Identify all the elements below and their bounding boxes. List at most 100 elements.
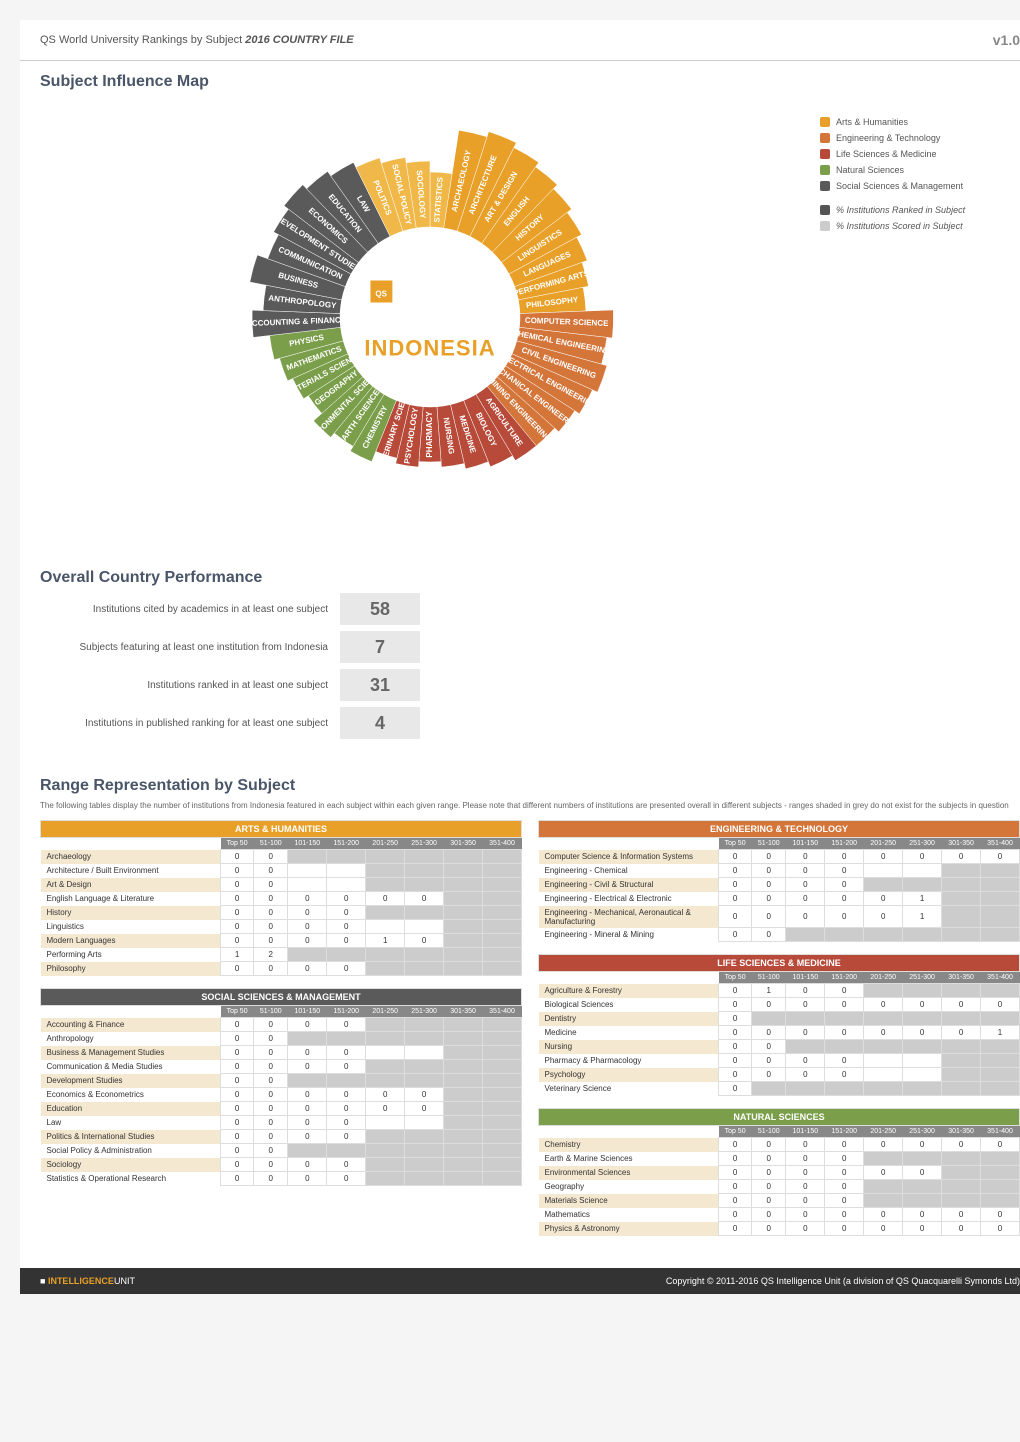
range-tables: ARTS & HUMANITIESTop 5051-100101-150151-…: [20, 820, 1020, 1268]
data-cell: 0: [221, 1060, 254, 1074]
col-header: 151-200: [327, 838, 366, 850]
data-cell: [942, 984, 981, 998]
data-cell: 0: [719, 878, 752, 892]
data-cell: 0: [327, 934, 366, 948]
data-cell: [483, 878, 522, 892]
row-label: Earth & Marine Sciences: [539, 1152, 719, 1166]
svg-text:WORLD: WORLD: [396, 280, 426, 289]
col-header: 101-150: [786, 838, 825, 850]
data-cell: [405, 1060, 444, 1074]
data-cell: [483, 934, 522, 948]
data-cell: 0: [825, 864, 864, 878]
data-cell: [942, 1054, 981, 1068]
col-header: 351-400: [981, 972, 1020, 984]
data-cell: 0: [221, 1088, 254, 1102]
row-label: Archaeology: [41, 850, 221, 864]
data-cell: [366, 1158, 405, 1172]
data-cell: [864, 928, 903, 942]
data-cell: 0: [825, 1068, 864, 1082]
row-label: Medicine: [539, 1026, 719, 1040]
data-cell: 0: [825, 850, 864, 864]
data-cell: 0: [786, 1026, 825, 1040]
row-label: Art & Design: [41, 878, 221, 892]
col-header: 301-350: [444, 838, 483, 850]
category-header: NATURAL SCIENCES: [539, 1109, 1020, 1126]
data-cell: [981, 1054, 1020, 1068]
country-name: INDONESIA: [364, 336, 495, 362]
data-cell: 0: [786, 1054, 825, 1068]
data-cell: 0: [864, 998, 903, 1012]
row-label: Development Studies: [41, 1074, 221, 1088]
data-cell: [444, 1018, 483, 1032]
performance-title: Overall Country Performance: [20, 557, 1020, 593]
data-cell: 0: [786, 1152, 825, 1166]
data-cell: [444, 1144, 483, 1158]
row-label: Engineering - Mechanical, Aeronautical &…: [539, 906, 719, 928]
row-label: Materials Science: [539, 1194, 719, 1208]
data-cell: [483, 1144, 522, 1158]
data-cell: [444, 892, 483, 906]
data-cell: [786, 1040, 825, 1054]
data-cell: 0: [752, 1026, 786, 1040]
col-header: 351-400: [981, 838, 1020, 850]
row-label: Statistics & Operational Research: [41, 1172, 221, 1186]
data-cell: [444, 1130, 483, 1144]
data-cell: [444, 948, 483, 962]
data-cell: 0: [719, 1012, 752, 1026]
data-cell: 0: [405, 1102, 444, 1116]
data-cell: 0: [942, 1138, 981, 1152]
data-cell: [483, 1060, 522, 1074]
data-cell: 0: [327, 1088, 366, 1102]
data-cell: 0: [903, 998, 942, 1012]
row-label: Sociology: [41, 1158, 221, 1172]
data-cell: 0: [719, 850, 752, 864]
row-label: Economics & Econometrics: [41, 1088, 221, 1102]
data-cell: [786, 1012, 825, 1026]
data-cell: [288, 850, 327, 864]
data-cell: [752, 1082, 786, 1096]
data-cell: 0: [366, 892, 405, 906]
col-header: 201-250: [864, 972, 903, 984]
col-header: 251-300: [903, 972, 942, 984]
data-cell: 0: [786, 850, 825, 864]
data-cell: [864, 1068, 903, 1082]
legend-item: Social Sciences & Management: [820, 181, 1020, 191]
data-cell: [366, 1074, 405, 1088]
data-cell: [903, 1054, 942, 1068]
data-cell: 0: [752, 1152, 786, 1166]
row-label: Philosophy: [41, 962, 221, 976]
data-cell: 0: [288, 1116, 327, 1130]
data-cell: 0: [221, 850, 254, 864]
data-cell: 0: [752, 864, 786, 878]
data-cell: 0: [786, 906, 825, 928]
data-cell: 0: [942, 998, 981, 1012]
data-cell: [864, 1082, 903, 1096]
data-cell: [288, 864, 327, 878]
col-header: Top 50: [719, 1126, 752, 1138]
row-label: English Language & Literature: [41, 892, 221, 906]
data-cell: [288, 878, 327, 892]
data-cell: [483, 948, 522, 962]
data-cell: [483, 1088, 522, 1102]
data-cell: [405, 850, 444, 864]
row-label: Anthropology: [41, 1032, 221, 1046]
data-cell: [483, 864, 522, 878]
data-cell: 0: [288, 962, 327, 976]
svg-text:QS: QS: [375, 290, 387, 299]
range-description: The following tables display the number …: [20, 801, 1020, 820]
page-header: QS World University Rankings by Subject …: [20, 20, 1020, 61]
col-header: 351-400: [483, 1006, 522, 1018]
data-cell: 0: [786, 1166, 825, 1180]
data-cell: 0: [719, 1194, 752, 1208]
chart-legend: Arts & HumanitiesEngineering & Technolog…: [820, 107, 1020, 527]
svg-text:PHARMACY: PHARMACY: [425, 411, 434, 458]
data-cell: 0: [981, 850, 1020, 864]
data-cell: [327, 1032, 366, 1046]
data-cell: 0: [786, 1180, 825, 1194]
col-header: 351-400: [483, 838, 522, 850]
data-cell: 0: [786, 984, 825, 998]
data-cell: [942, 906, 981, 928]
data-cell: 0: [825, 998, 864, 1012]
data-cell: 0: [221, 1032, 254, 1046]
data-cell: 0: [752, 1054, 786, 1068]
